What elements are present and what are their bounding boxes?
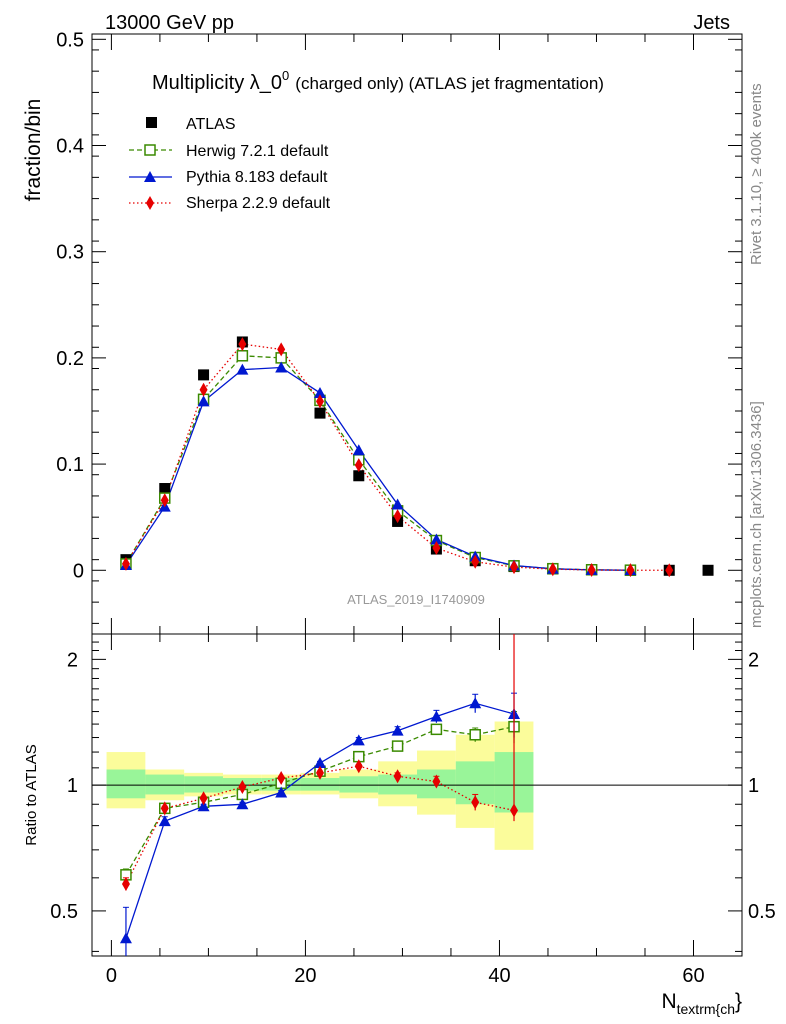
ratio-band-inner [106,769,146,799]
ratio-panel-frame [91,633,743,957]
main-sherpa-point [393,509,402,524]
analysis-id-label: ATLAS_2019_I1740909 [347,592,485,607]
ratio-ytick-label: 1 [67,775,78,797]
rivet-version-label: Rivet 3.1.10, ≥ 400k events [748,83,765,265]
main-title: Multiplicity λ_00 (charged only) (ATLAS j… [152,68,604,94]
main-herwig-point [236,350,249,362]
main-sherpa-point [471,554,480,569]
ratio-xtick-label: 0 [106,965,117,987]
legend-atlas-label: ATLAS [186,116,236,133]
ratio-sherpa-point [160,801,169,816]
ratio-sherpa-point [510,803,519,818]
ratio-band-inner [339,776,379,793]
main-sherpa-point [665,563,674,578]
main-ytick-label: 0.5 [56,29,84,51]
ratio-xtick-label: 60 [682,965,704,987]
source-reference-label: mcplots.cern.ch [arXiv:1306.3436] [748,401,765,628]
main-sherpa-point [238,337,247,352]
legend-herwig-label: Herwig 7.2.1 default [186,143,329,160]
main-sherpa-point [510,560,519,575]
ratio-xtick-label: 20 [294,965,316,987]
main-sherpa-point [587,562,596,577]
ratio-xlabel: Ntextrm{ch} [661,990,742,1017]
ratio-sherpa-point [238,779,247,794]
main-atlas-point [353,470,365,482]
main-sherpa-point [626,563,635,578]
ratio-panel: 0.5 0.51 12 20 20 40 60 Ratio to ATLAS Ntextrm… [23,633,776,1017]
ratio-pythia-point [119,932,132,944]
ratio-band-inner [300,778,340,791]
legend-pythia-label: Pythia 8.183 default [186,169,328,186]
ratio-pythia-point [158,815,171,827]
ratio-ytick-label: 2 [67,649,78,671]
ratio-sherpa-point [432,774,441,789]
ratio-ylabel: Ratio to ATLAS [23,744,40,845]
main-sherpa-point [121,556,130,571]
main-ytick-label: 0 [73,560,84,582]
ratio-herwig-point [469,729,481,741]
legend-sherpa-label: Sherpa 2.2.9 default [186,195,331,212]
ratio-ytick-label-right: 1 [748,775,759,797]
ratio-sherpa-point [199,791,208,806]
main-ytick-label: 0.1 [56,454,84,476]
ratio-herwig-point [430,723,443,736]
ratio-band-inner [378,774,417,795]
main-pythia-point [430,533,443,545]
ratio-ytick-label: 0.5 [50,901,78,923]
legend-sherpa-marker [146,196,154,210]
ratio-ytick-label-right: 0.5 [748,901,776,923]
main-sherpa-point [277,342,286,357]
ratio-sherpa-point [354,759,363,774]
ratio-pythia-point [469,697,482,709]
main-pythia-point [197,395,210,407]
ratio-ytick-label-right: 2 [748,649,759,671]
main-ytick-label: 0.3 [56,242,84,264]
ratio-pythia-point [313,756,326,768]
main-sherpa-point [354,458,363,473]
ratio-sherpa-point [121,876,130,891]
ratio-sherpa-point [471,795,480,810]
main-pythia-point [352,444,365,456]
ratio-pythia-point [275,786,288,798]
ratio-pythia-point [236,798,249,810]
ratio-sherpa-point [315,765,324,780]
header-category: Jets [693,12,730,34]
ratio-band-inner [184,776,223,793]
main-atlas-point [702,564,714,576]
main-pythia-point [236,363,249,375]
main-sherpa-point [432,540,441,555]
ratio-sherpa-point [393,769,402,784]
main-sherpa-point [199,382,208,397]
main-atlas-point [314,407,326,419]
ratio-xtick-label: 40 [488,965,510,987]
main-sherpa-point [315,394,324,409]
main-ylabel: fraction/bin [22,99,45,202]
main-ytick-label: 0.4 [56,136,84,158]
main-pythia-point [275,361,288,373]
legend-herwig-marker [144,144,156,156]
ratio-herwig-point [391,740,404,752]
ratio-sherpa-point [277,771,286,786]
ratio-pythia-point [391,724,404,736]
main-pythia-point [313,386,326,398]
legend-atlas-marker [146,117,157,128]
main-atlas-point [159,483,171,495]
ratio-band-inner [145,774,185,795]
main-sherpa-point [160,493,169,508]
ratio-pythia-line [125,702,515,939]
ratio-pythia-point [352,734,365,746]
legend-pythia-marker [144,171,156,182]
ratio-pythia-point [197,800,210,812]
main-atlas-point [198,369,210,381]
main-distribution-panel: fraction/bin 0 0.1 0.2 0.3 0.4 0.5 Multiplici… [22,29,743,635]
legend: ATLAS Herwig 7.2.1 default Pythia 8.183 … [129,116,331,212]
main-sherpa-point [548,562,557,577]
main-ytick-label: 0.2 [56,348,84,370]
header-energy: 13000 GeV pp [105,12,234,34]
ratio-pythia-point [430,710,443,722]
main-pythia-point [391,498,404,510]
